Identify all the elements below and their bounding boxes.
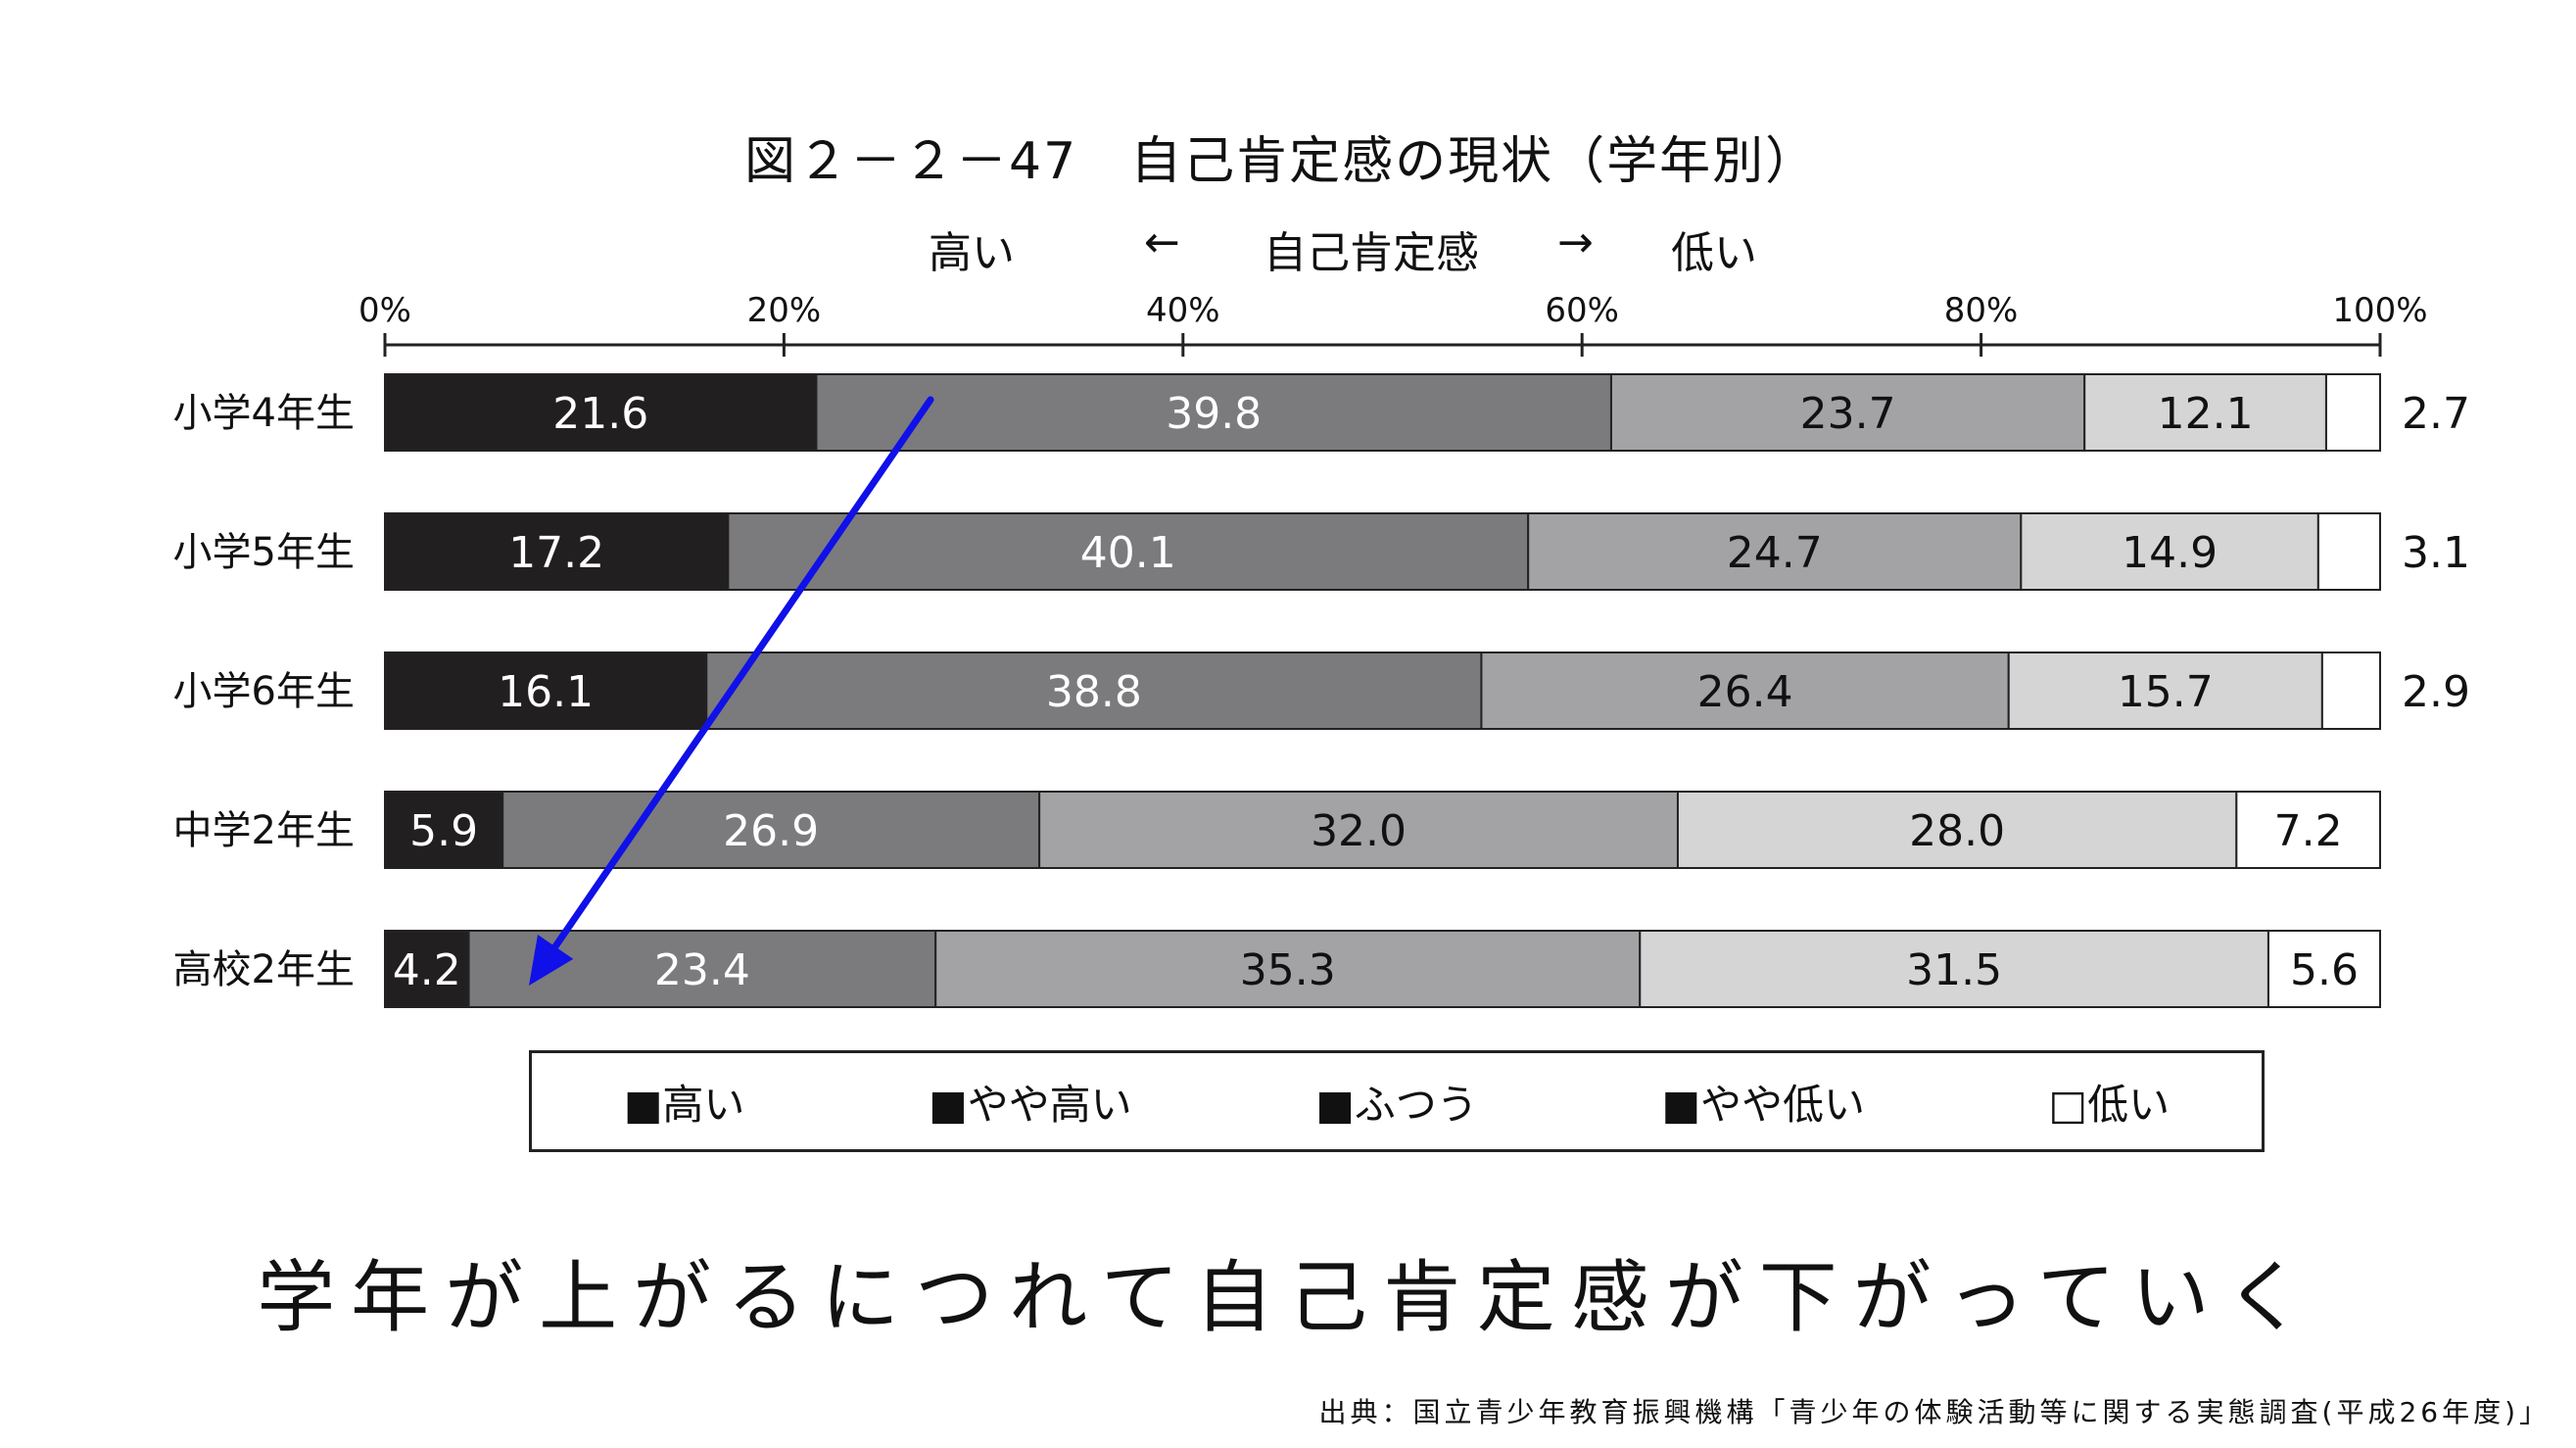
chart-title: 図２－２－47 自己肯定感の現状（学年別） <box>744 132 1819 191</box>
value-label: 39.8 <box>1166 389 1262 439</box>
value-label: 14.9 <box>2122 528 2218 578</box>
legend-label-low: □低い <box>2048 1080 2171 1129</box>
direction-right-arrow: → <box>1557 217 1594 267</box>
bar-segment <box>384 652 708 730</box>
bar-segment <box>2266 930 2381 1008</box>
category-label: 小学5年生 <box>173 530 355 575</box>
category-label: 中学2年生 <box>173 808 355 853</box>
value-label: 4.2 <box>393 945 461 995</box>
bar-segment <box>384 373 818 452</box>
x-tick-label: 40% <box>1146 291 1220 330</box>
bar-segment <box>2020 512 2319 591</box>
x-tick-label: 80% <box>1944 291 2019 330</box>
bar-segment <box>2320 652 2382 730</box>
value-label: 23.7 <box>1800 389 1896 439</box>
bar-segment <box>384 930 470 1008</box>
legend-item-high: ■高い <box>624 1072 745 1132</box>
category-label: 小学6年生 <box>173 669 355 714</box>
value-label: 35.3 <box>1240 945 1336 995</box>
x-tick-label: 60% <box>1545 291 1619 330</box>
value-label: 5.9 <box>409 806 478 856</box>
x-tick-label: 0% <box>358 291 411 330</box>
source-citation: 出典：国立青少年教育振興機構「青少年の体験活動等に関する実態調査(平成26年度)… <box>1318 1396 2551 1428</box>
value-label: 26.9 <box>723 806 819 856</box>
bar-segment <box>1639 930 2269 1008</box>
bar-segment <box>815 373 1612 452</box>
value-label: 28.0 <box>1909 806 2005 856</box>
legend: ■高い ■やや高い ■ふつう ■やや低い □低い <box>529 1050 2265 1152</box>
legend-item-somewhat-high: ■やや高い <box>929 1072 1132 1132</box>
value-label: 23.4 <box>654 945 750 995</box>
bar-segment <box>2007 652 2323 730</box>
direction-low-label: 低い <box>1671 228 1757 278</box>
category-label: 小学4年生 <box>173 391 355 436</box>
bar-segment <box>1527 512 2023 591</box>
value-label: 2.7 <box>2402 389 2470 439</box>
value-label: 32.0 <box>1311 806 1407 856</box>
value-label: 12.1 <box>2158 389 2254 439</box>
value-label: 7.2 <box>2274 806 2343 856</box>
bar-segment <box>384 791 504 869</box>
x-tick-label: 100% <box>2332 291 2427 330</box>
value-label: 17.2 <box>508 528 604 578</box>
legend-item-low: □低い <box>2049 1072 2171 1132</box>
bar-segment <box>2316 512 2382 591</box>
annotation-arrow-line <box>537 396 934 972</box>
bar-segment <box>2083 373 2327 452</box>
bar-segment <box>1480 652 2010 730</box>
value-label: 26.4 <box>1697 667 1793 717</box>
bar-segment <box>1038 791 1679 869</box>
direction-high-label: 高い <box>929 228 1015 278</box>
legend-label-somewhat-high: ■やや高い <box>928 1080 1132 1129</box>
bar-segment <box>1609 373 2086 452</box>
bar-segment <box>705 652 1483 730</box>
bar-segment <box>501 791 1041 869</box>
legend-label-high: ■高い <box>623 1080 745 1129</box>
category-label: 高校2年生 <box>173 947 355 992</box>
legend-item-normal: ■ふつう <box>1315 1072 1478 1132</box>
bar-segment <box>2324 373 2382 452</box>
conclusion-text: 学年が上がるにつれて自己肯定感が下がっていく <box>257 1252 2319 1343</box>
legend-item-somewhat-low: ■やや低い <box>1661 1072 1865 1132</box>
value-label: 24.7 <box>1727 528 1823 578</box>
legend-label-normal: ■ふつう <box>1315 1080 1478 1129</box>
legend-label-somewhat-low: ■やや低い <box>1661 1080 1865 1129</box>
bar-segment <box>727 512 1530 591</box>
value-label: 15.7 <box>2118 667 2214 717</box>
value-label: 5.6 <box>2290 945 2359 995</box>
value-label: 21.6 <box>552 389 648 439</box>
value-label: 16.1 <box>498 667 594 717</box>
value-label: 40.1 <box>1080 528 1176 578</box>
value-label: 3.1 <box>2402 528 2470 578</box>
value-label: 38.8 <box>1046 667 1142 717</box>
x-tick-label: 20% <box>747 291 822 330</box>
value-label: 2.9 <box>2402 667 2470 717</box>
value-label: 31.5 <box>1906 945 2002 995</box>
bar-segment <box>2235 791 2381 869</box>
direction-left-arrow: ← <box>1144 217 1180 267</box>
direction-center-label: 自己肯定感 <box>1264 228 1479 278</box>
annotation-arrow-head <box>529 934 574 986</box>
